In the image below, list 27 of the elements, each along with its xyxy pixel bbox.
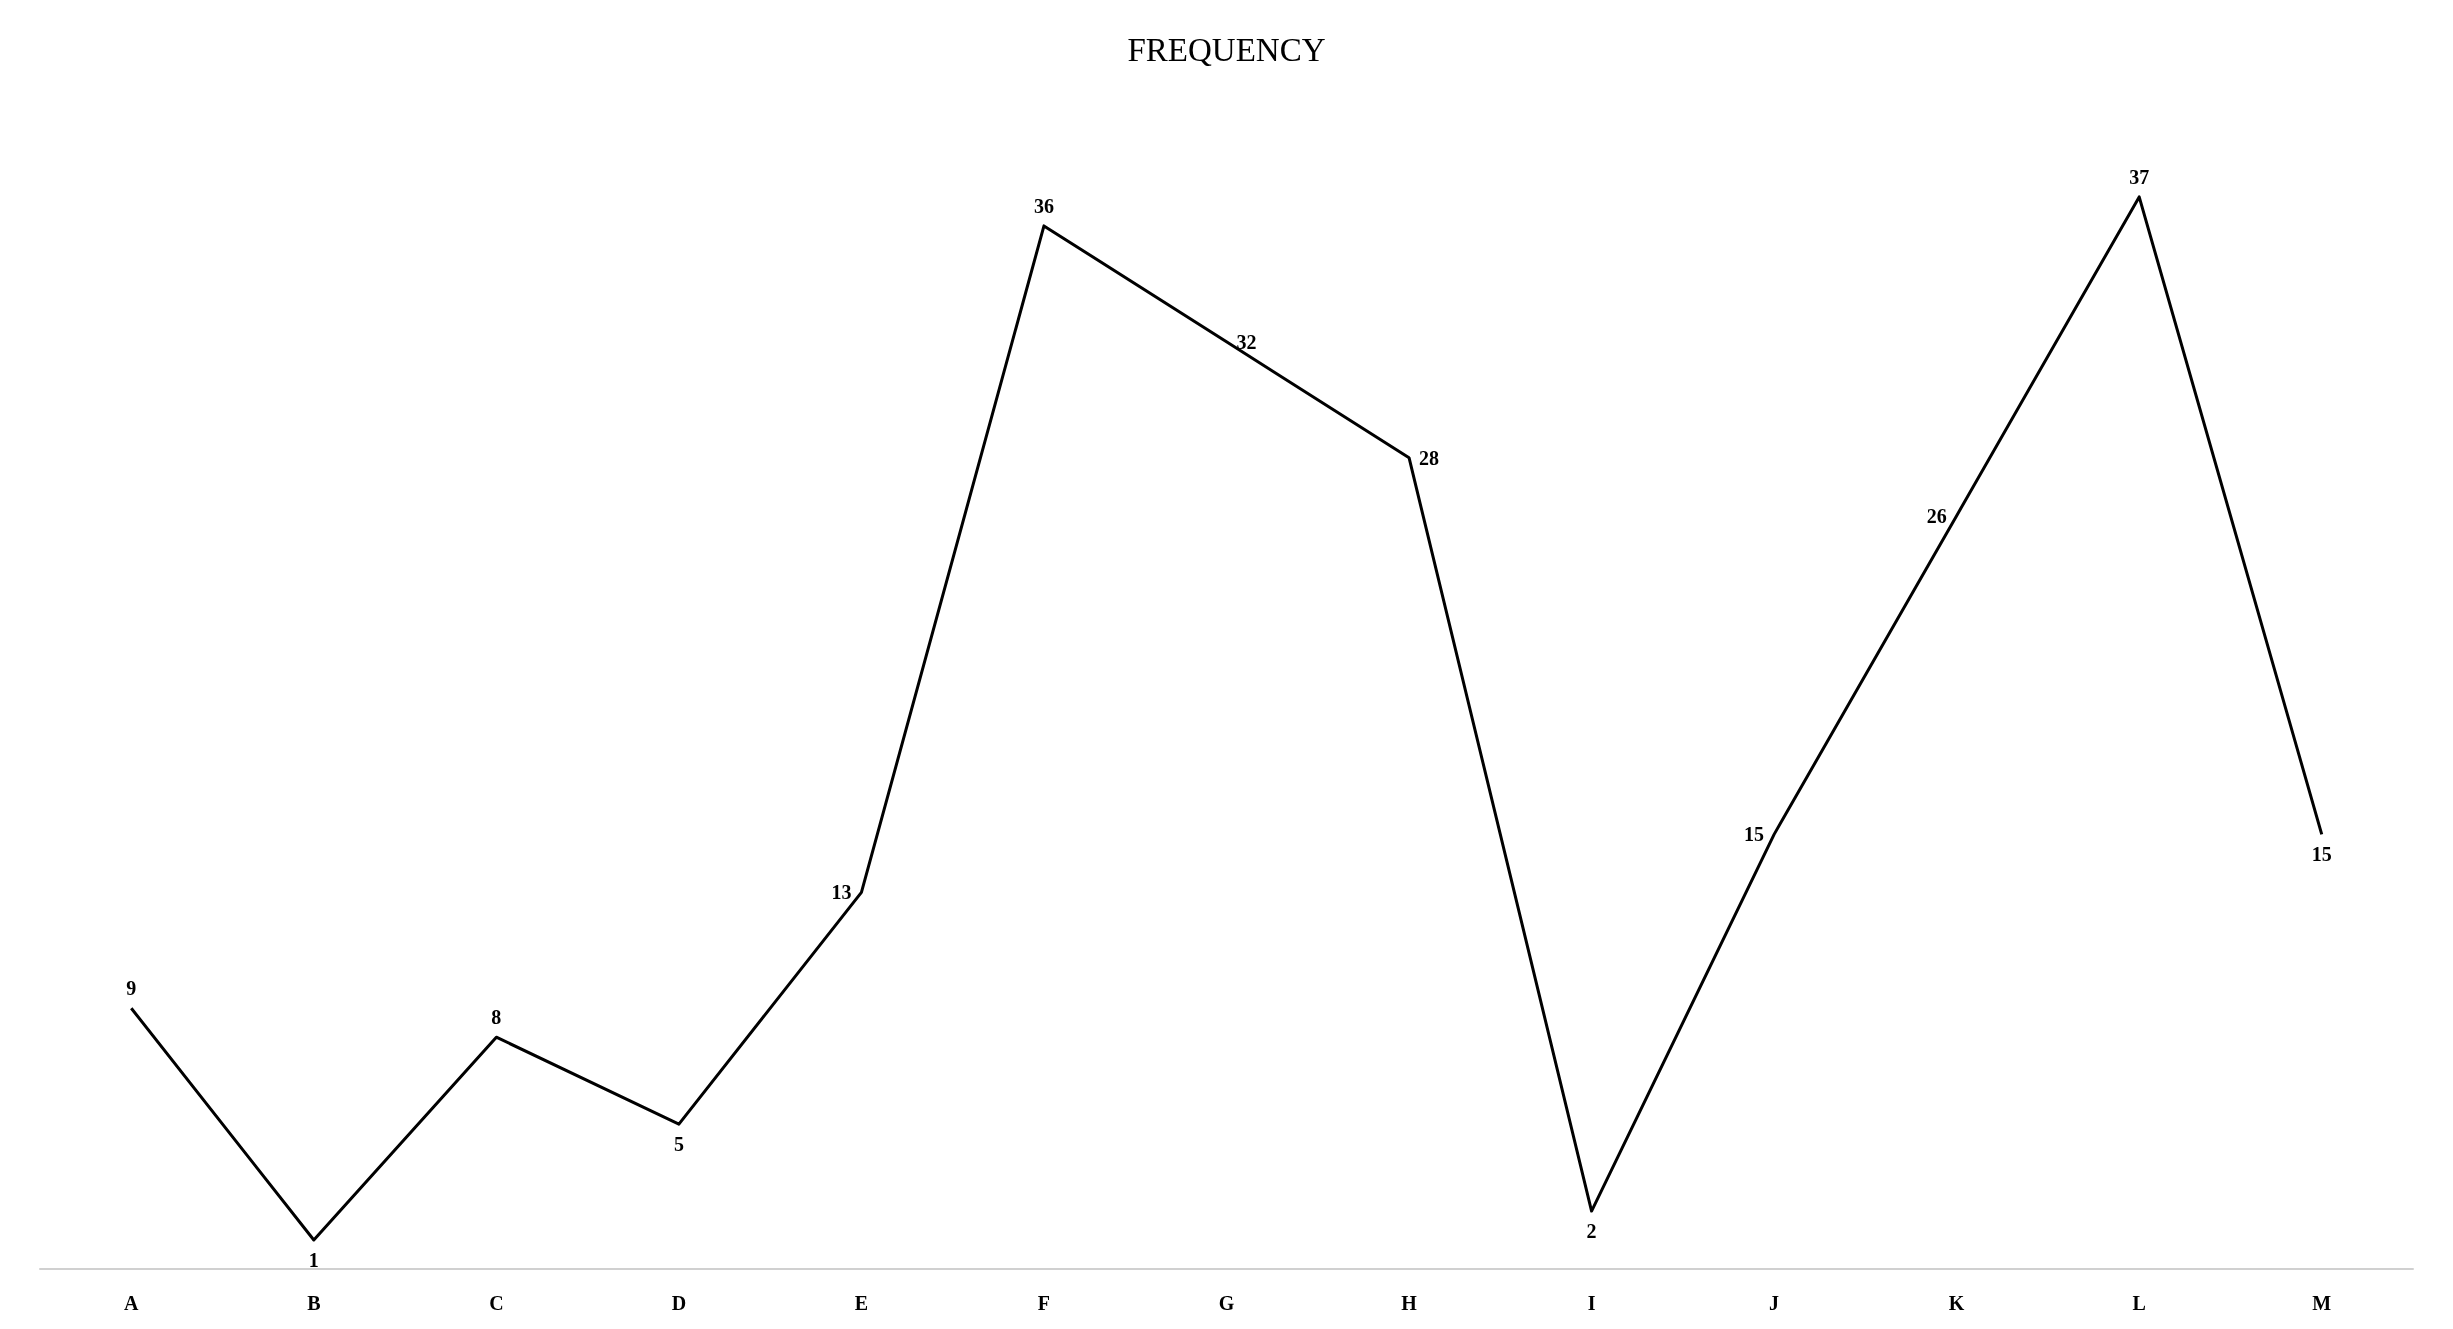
x-tick-label: D	[671, 1292, 687, 1314]
x-tick-label: L	[2132, 1292, 2146, 1314]
x-tick-label: H	[1401, 1292, 1418, 1314]
x-tick-label: B	[307, 1292, 321, 1314]
x-tick-label: E	[854, 1292, 869, 1314]
data-label: 1	[308, 1249, 319, 1272]
data-label: 28	[1419, 446, 1440, 469]
x-tick-label: C	[489, 1292, 504, 1314]
data-label: 37	[2129, 165, 2150, 188]
data-label: 26	[1926, 504, 1947, 527]
data-label: 36	[1033, 194, 1054, 217]
x-tick-label: M	[2312, 1292, 2332, 1314]
data-label: 15	[2311, 843, 2332, 866]
x-tick-label: K	[1948, 1292, 1965, 1314]
data-label: 5	[673, 1133, 684, 1156]
chart-title: FREQUENCY	[1127, 31, 1326, 68]
data-label: 2	[1586, 1220, 1597, 1243]
x-tick-label: J	[1769, 1292, 1780, 1314]
data-label: 9	[126, 977, 137, 1000]
data-label: 13	[831, 881, 852, 904]
x-tick-label: I	[1587, 1292, 1596, 1314]
x-tick-label: G	[1218, 1292, 1235, 1314]
data-label: 8	[491, 1006, 502, 1029]
data-label: 32	[1236, 330, 1257, 353]
data-label: 15	[1744, 823, 1765, 846]
x-tick-label: A	[124, 1292, 140, 1314]
x-tick-label: F	[1037, 1292, 1051, 1314]
